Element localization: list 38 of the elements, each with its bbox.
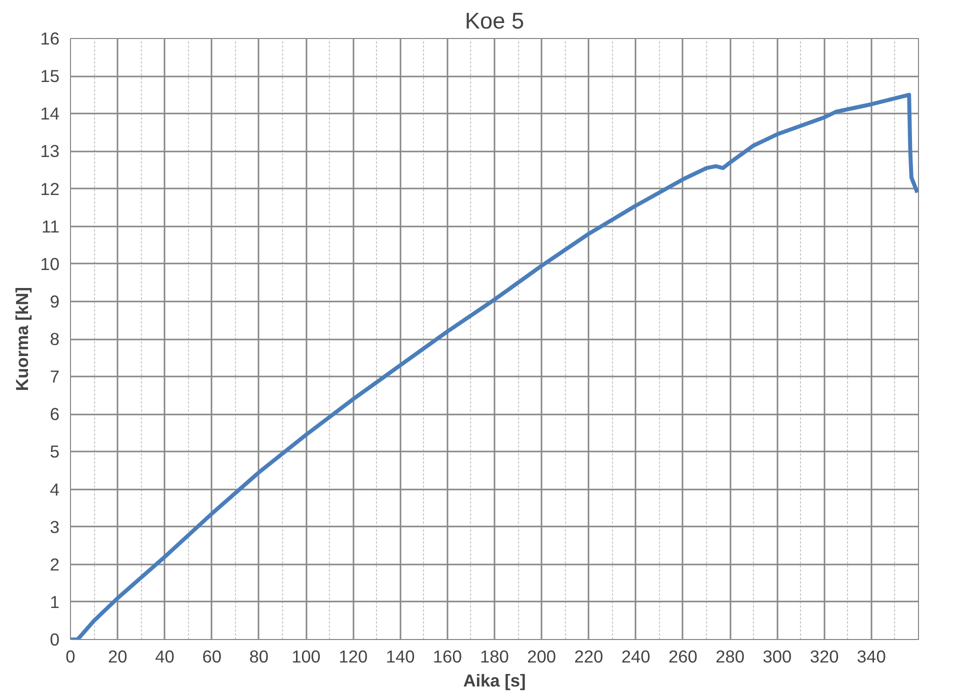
y-tick-label: 5 (50, 442, 60, 462)
x-tick-label: 280 (716, 646, 745, 666)
x-tick-label: 140 (386, 646, 415, 666)
x-tick-label: 200 (527, 646, 556, 666)
x-tick-label: 60 (202, 646, 222, 666)
x-tick-label: 300 (762, 646, 792, 666)
x-tick-label: 0 (66, 646, 76, 666)
y-tick-label: 14 (40, 104, 60, 124)
y-tick-label: 1 (50, 592, 60, 612)
y-tick-label: 6 (50, 404, 60, 424)
y-tick-label: 8 (50, 329, 60, 349)
y-tick-label: 7 (50, 366, 60, 387)
y-tick-label: 12 (40, 178, 60, 199)
y-tick-label: 9 (50, 291, 60, 312)
x-tick-label: 100 (292, 646, 321, 666)
x-tick-label: 220 (574, 646, 604, 666)
y-tick-label: 4 (50, 479, 60, 500)
x-tick-label: 240 (621, 646, 650, 666)
y-tick-label: 0 (50, 630, 60, 650)
x-tick-label: 120 (338, 646, 368, 666)
y-tick-label: 13 (40, 141, 60, 162)
y-axis-title: Kuorma [kN] (12, 287, 32, 391)
y-tick-label: 16 (40, 28, 60, 48)
chart-title: Koe 5 (464, 8, 524, 34)
x-tick-label: 20 (108, 646, 128, 666)
y-tick-label: 10 (40, 254, 60, 274)
x-tick-label: 320 (810, 646, 839, 666)
x-tick-label: 160 (432, 646, 462, 666)
y-tick-label: 15 (40, 66, 60, 86)
x-axis-title: Aika [s] (463, 670, 526, 690)
x-tick-label: 40 (155, 646, 174, 666)
y-tick-label: 2 (50, 554, 60, 574)
y-tick-label: 11 (42, 216, 60, 236)
x-tick-label: 340 (856, 646, 886, 666)
x-tick-label: 80 (249, 646, 269, 666)
y-tick-label: 3 (50, 516, 60, 537)
x-tick-label: 260 (668, 646, 698, 666)
x-tick-label: 180 (480, 646, 509, 666)
